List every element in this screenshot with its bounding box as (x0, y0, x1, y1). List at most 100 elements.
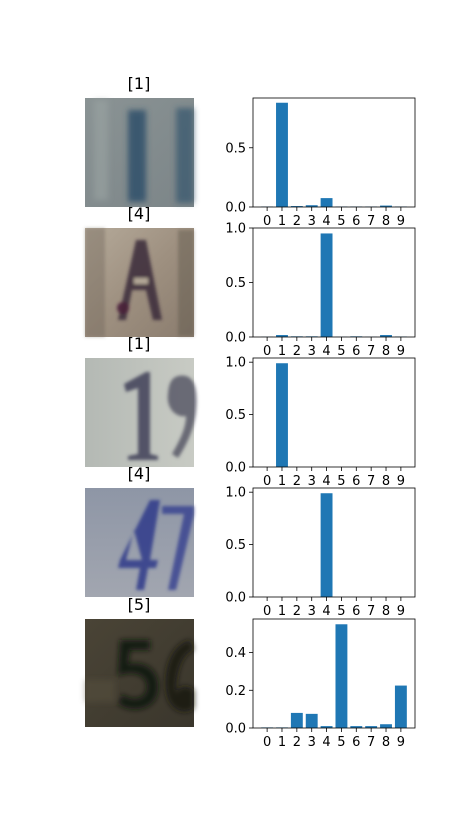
bar-3 (305, 713, 318, 728)
axes-frame (252, 97, 416, 208)
x-tick-label: 4 (322, 604, 330, 619)
bar-8 (380, 335, 392, 337)
y-tick-label: 0.0 (225, 461, 246, 476)
x-tick-label: 6 (352, 344, 360, 359)
x-tick-label: 3 (308, 214, 316, 229)
bar-7 (365, 726, 378, 728)
digit-image-3: [1] (85, 334, 197, 467)
x-tick-label: 0 (263, 344, 271, 359)
x-tick-label: 7 (367, 604, 375, 619)
image-title-3: [1] (128, 334, 151, 353)
x-tick-label: 4 (322, 735, 330, 750)
digit-image-5: [5] (85, 595, 194, 727)
x-tick-label: 5 (337, 214, 345, 229)
probability-charts: 0 1 2 3 4 5 6 7 8 90.00.50 1 2 3 4 5 6 7 8 90.00.51.00 1 2 3 4… (225, 97, 416, 750)
x-tick-label: 2 (293, 474, 301, 489)
y-tick-label: 0.0 (225, 201, 246, 216)
bar-chart-5: 0 1 2 3 4 5 6 7 8 9 0.0 0.2 0.4 (225, 618, 416, 750)
x-tick-label: 0 (263, 214, 271, 229)
x-tick-label: 8 (382, 474, 390, 489)
x-tick-label: 4 (322, 214, 330, 229)
axes-frame (252, 618, 416, 729)
x-tick-label: 2 (293, 735, 301, 750)
y-tick-label: 0.5 (225, 141, 246, 156)
x-tick-label: 9 (397, 604, 405, 619)
x-tick-label: 1 (278, 604, 286, 619)
digit-image-2: [4] (85, 204, 194, 337)
x-tick-label: 8 (382, 735, 390, 750)
y-tick-label: 0.4 (225, 646, 246, 661)
x-tick-label: 1 (278, 344, 286, 359)
bar-8 (380, 205, 392, 207)
digit-image-1: [1] (85, 74, 194, 207)
x-tick-label: 8 (382, 344, 390, 359)
x-tick-label: 9 (397, 214, 405, 229)
bar-1 (276, 335, 288, 337)
y-tick-label: 1.0 (225, 222, 246, 237)
x-tick-label: 6 (352, 214, 360, 229)
x-tick-label: 5 (337, 604, 345, 619)
x-tick-label: 4 (322, 474, 330, 489)
x-tick-label: 9 (397, 474, 405, 489)
x-tick-label: 2 (293, 604, 301, 619)
y-tick-label: 0.5 (225, 276, 246, 291)
axes-frame (252, 487, 416, 598)
x-tick-label: 3 (308, 474, 316, 489)
x-tick-label: 9 (397, 735, 405, 750)
x-tick-label: 5 (337, 474, 345, 489)
image-title-2: [4] (128, 204, 151, 223)
bar-2 (290, 206, 303, 207)
bar-chart-1: 0 1 2 3 4 5 6 7 8 9 0.0 0.5 (225, 97, 416, 229)
bar-4 (320, 198, 333, 207)
image-title-4: [4] (128, 464, 151, 483)
y-tick-label: 1.0 (225, 356, 246, 371)
x-tick-label: 0 (263, 604, 271, 619)
x-tick-label: 4 (322, 344, 330, 359)
bar-chart-3: 0 1 2 3 4 5 6 7 8 9 0.0 0.5 1.0 (225, 356, 416, 489)
x-tick-label: 1 (278, 474, 286, 489)
axes-frame (252, 227, 416, 338)
x-tick-label: 5 (337, 344, 345, 359)
x-tick-label: 0 (263, 474, 271, 489)
x-tick-label: 0 (263, 735, 271, 750)
x-tick-label: 1 (278, 214, 286, 229)
bar-4 (320, 493, 333, 597)
y-tick-label: 0.0 (225, 591, 246, 606)
x-tick-label: 8 (382, 604, 390, 619)
bar-8 (380, 724, 392, 728)
bar-6 (350, 726, 363, 728)
x-tick-label: 2 (293, 214, 301, 229)
y-tick-label: 0.0 (225, 722, 246, 737)
image-title-5: [5] (128, 595, 151, 614)
bar-chart-4: 0 1 2 3 4 5 6 7 8 9 0.0 0.5 1.0 (225, 486, 416, 619)
x-tick-label: 3 (308, 344, 316, 359)
image-title-1: [1] (128, 74, 151, 93)
bar-chart-2: 0 1 2 3 4 5 6 7 8 9 0.0 0.5 1.0 (225, 222, 416, 359)
x-tick-label: 6 (352, 604, 360, 619)
bar-1 (276, 363, 288, 467)
bar-9 (394, 685, 407, 728)
y-tick-label: 1.0 (225, 486, 246, 501)
x-tick-label: 7 (367, 735, 375, 750)
x-tick-label: 1 (278, 735, 286, 750)
x-tick-label: 3 (308, 735, 316, 750)
x-tick-label: 9 (397, 344, 405, 359)
y-tick-label: 0.5 (225, 538, 246, 553)
bar-4 (320, 233, 333, 337)
digit-image-4: [4] (85, 464, 194, 597)
bar-1 (276, 102, 288, 207)
bar-3 (305, 205, 318, 207)
axes-frame (252, 357, 416, 468)
x-tick-label: 2 (293, 344, 301, 359)
x-tick-label: 3 (308, 604, 316, 619)
bar-5 (335, 624, 348, 728)
x-tick-label: 7 (367, 474, 375, 489)
x-tick-label: 7 (367, 214, 375, 229)
y-tick-label: 0.2 (225, 684, 246, 699)
bar-2 (290, 712, 303, 728)
x-tick-label: 8 (382, 214, 390, 229)
y-tick-label: 0.5 (225, 408, 246, 423)
x-tick-label: 6 (352, 735, 360, 750)
bar-4 (320, 726, 333, 728)
